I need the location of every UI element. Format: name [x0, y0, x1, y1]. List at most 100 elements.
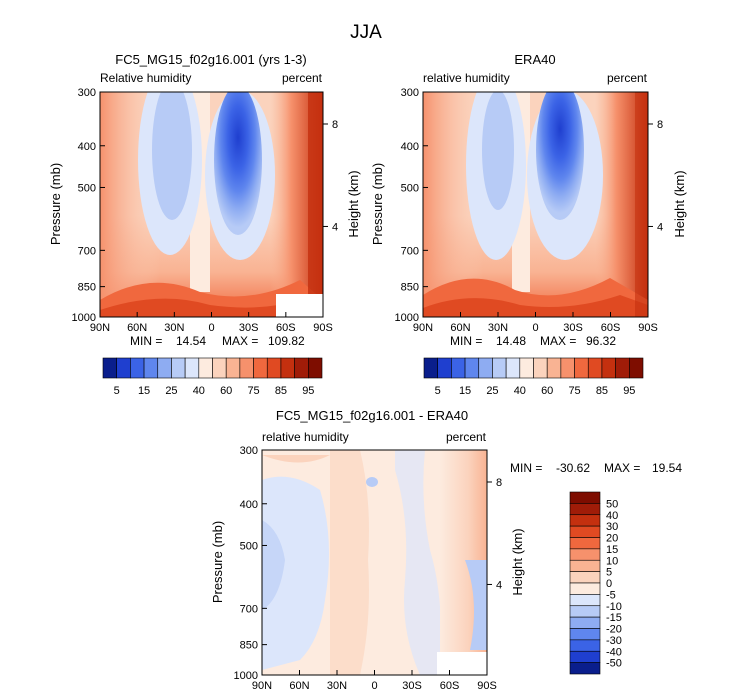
panel-obs-ylabel-right: Height (km)	[672, 170, 687, 237]
colorbar-label: -10	[606, 601, 622, 613]
colorbar-label: 60	[541, 385, 553, 397]
colorbar-swatch	[533, 357, 548, 379]
y-tick-label: 850	[78, 282, 96, 294]
y-tick-label: 300	[78, 87, 96, 99]
panel-model-ylabel-right: Height (km)	[346, 170, 361, 237]
colorbar-swatch	[569, 616, 601, 629]
panel-model-min-label: MIN =	[130, 334, 162, 348]
colorbar-label: 25	[165, 385, 177, 397]
panel-model: FC5_MG15_f02g16.001 (yrs 1-3) Relative h…	[48, 52, 361, 397]
panel-obs-plot	[422, 91, 649, 318]
panel-diff-min-value: -30.62	[556, 461, 590, 475]
x-tick-label: 30N	[488, 322, 508, 334]
colorbar-label: 5	[606, 567, 612, 579]
colorbar-swatch	[171, 357, 186, 379]
x-tick-label: 60S	[601, 322, 621, 334]
colorbar-swatch	[143, 357, 159, 379]
panel-diff-stats: MIN = -30.62 MAX = 19.54	[510, 461, 682, 475]
y-tick-label: 850	[401, 282, 419, 294]
panel-diff-right-label: percent	[446, 430, 487, 444]
colorbar-label: 15	[138, 385, 150, 397]
panel-obs-max-label: MAX =	[540, 334, 576, 348]
colorbar-swatch	[266, 357, 282, 379]
x-tick-label: 30N	[327, 680, 347, 692]
colorbar-label: 5	[435, 385, 441, 397]
colorbar-swatch	[423, 357, 438, 379]
y-tick-label: 1000	[234, 670, 258, 682]
panel-diff-min-label: MIN =	[510, 461, 542, 475]
colorbar-swatch	[569, 548, 601, 561]
panel-model-plot	[99, 91, 324, 318]
colorbar-label: 95	[302, 385, 314, 397]
colorbar-swatch	[601, 357, 616, 379]
colorbar-swatch	[294, 357, 309, 379]
colorbar-swatch	[569, 571, 601, 584]
x-tick-label: 60S	[276, 322, 296, 334]
panel-obs-right-label: percent	[607, 71, 648, 85]
colorbar-label: 20	[606, 533, 618, 545]
colorbar-swatch	[569, 605, 601, 618]
panel-diff-ylabel-right: Height (km)	[510, 528, 525, 595]
colorbar-label: -5	[606, 589, 616, 601]
colorbar-swatch	[569, 594, 601, 607]
panel-model-ylabel: Pressure (mb)	[48, 163, 63, 245]
height-tick-label: 8	[332, 119, 338, 131]
colorbar-swatch	[130, 357, 145, 379]
panel-diff-ylabel: Pressure (mb)	[210, 521, 225, 603]
colorbar-swatch	[569, 559, 601, 572]
panel-model-colorbar: 5 15 25 40 60 75 85 95	[102, 357, 323, 397]
x-tick-label: 90S	[638, 322, 658, 334]
colorbar-swatch	[308, 357, 323, 379]
colorbar-swatch	[116, 357, 131, 379]
colorbar-swatch	[505, 357, 521, 379]
colorbar-label: 0	[606, 578, 612, 590]
panel-obs: ERA40 relative humidity percent 30040050…	[370, 52, 687, 397]
colorbar-swatch	[615, 357, 630, 379]
x-tick-label: 60N	[450, 322, 470, 334]
colorbar-swatch	[587, 357, 603, 379]
panel-obs-min-value: 14.48	[496, 334, 526, 348]
colorbar-swatch	[451, 357, 466, 379]
colorbar-swatch	[198, 357, 213, 379]
colorbar-swatch	[225, 357, 241, 379]
colorbar-swatch	[492, 357, 507, 379]
colorbar-label: 85	[596, 385, 608, 397]
colorbar-swatch	[546, 357, 562, 379]
colorbar-label: -30	[606, 635, 622, 647]
colorbar-swatch	[569, 491, 601, 504]
colorbar-label: 30	[606, 521, 618, 533]
height-tick-label: 4	[496, 579, 502, 591]
colorbar-swatch	[629, 357, 644, 379]
y-tick-label: 700	[240, 603, 258, 615]
panel-obs-max-value: 96.32	[586, 334, 616, 348]
x-tick-label: 60S	[440, 680, 460, 692]
y-tick-label: 1000	[72, 312, 96, 324]
y-tick-label: 500	[78, 182, 96, 194]
x-tick-label: 30N	[164, 322, 184, 334]
y-tick-label: 300	[401, 87, 419, 99]
figure-title: JJA	[350, 22, 382, 43]
colorbar-swatch	[239, 357, 254, 379]
panel-model-left-label: Relative humidity	[100, 71, 191, 85]
height-tick-label: 8	[657, 119, 663, 131]
colorbar-label: 5	[114, 385, 120, 397]
x-tick-label: 90S	[477, 680, 497, 692]
y-tick-label: 1000	[395, 312, 419, 324]
colorbar-swatch	[569, 525, 601, 538]
y-tick-label: 300	[240, 445, 258, 457]
panel-obs-colorbar: 5 15 25 40 60 75 85 95	[423, 357, 644, 397]
colorbar-swatch	[102, 357, 117, 379]
colorbar-label: -20	[606, 624, 622, 636]
colorbar-label: 40	[514, 385, 526, 397]
colorbar-label: 40	[193, 385, 205, 397]
x-tick-label: 90N	[90, 322, 110, 334]
colorbar-label: -40	[606, 646, 622, 658]
panel-obs-min-label: MIN =	[450, 334, 482, 348]
panel-diff: FC5_MG15_f02g16.001 - ERA40 relative hum…	[210, 408, 682, 692]
y-tick-label: 400	[401, 141, 419, 153]
panel-model-title: FC5_MG15_f02g16.001 (yrs 1-3)	[115, 52, 306, 67]
height-tick-label: 8	[496, 477, 502, 489]
